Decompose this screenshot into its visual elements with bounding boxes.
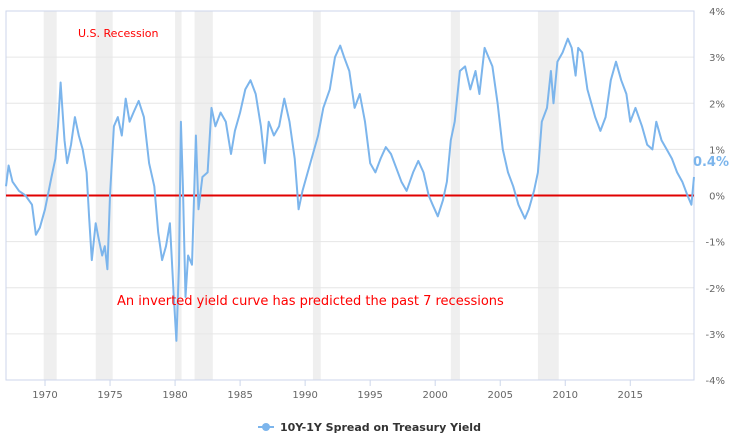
x-axis-labels: 1970 1975 1980 1985 1990 1995 2000 2005 2010 2015 <box>32 380 643 401</box>
x-tick-label: 1970 <box>32 390 57 401</box>
y-axis-labels: 4% 3% 2% 1% 0% -1% -2% -3% -4% <box>706 7 725 387</box>
x-tick-label: 1995 <box>357 390 382 401</box>
y-tick-label: 1% <box>709 145 725 156</box>
annotation: An inverted yield curve has predicted th… <box>117 294 504 309</box>
last-value-label: 0.4% <box>693 155 729 170</box>
x-tick-label: 2005 <box>487 390 512 401</box>
y-tick-label: -4% <box>706 376 725 387</box>
y-tick-label: -1% <box>706 238 725 249</box>
legend-marker-icon <box>262 423 270 431</box>
x-tick-label: 2000 <box>422 390 447 401</box>
series-line <box>5 37 695 342</box>
y-tick-label: -2% <box>706 284 725 295</box>
recession-label: U.S. Recession <box>78 27 159 40</box>
legend-label: 10Y-1Y Spread on Treasury Yield <box>280 421 481 434</box>
y-tick-label: 0% <box>709 192 725 203</box>
x-tick-label: 2015 <box>618 390 643 401</box>
y-tick-label: -3% <box>706 330 725 341</box>
x-tick-label: 1990 <box>292 390 317 401</box>
x-tick-label: 1975 <box>97 390 122 401</box>
y-tick-label: 2% <box>709 99 725 110</box>
legend-item[interactable]: 10Y-1Y Spread on Treasury Yield <box>258 421 481 434</box>
x-tick-label: 2010 <box>553 390 578 401</box>
y-tick-label: 4% <box>709 7 725 18</box>
x-tick-label: 1980 <box>162 390 187 401</box>
x-tick-label: 1985 <box>227 390 252 401</box>
y-tick-label: 3% <box>709 53 725 64</box>
